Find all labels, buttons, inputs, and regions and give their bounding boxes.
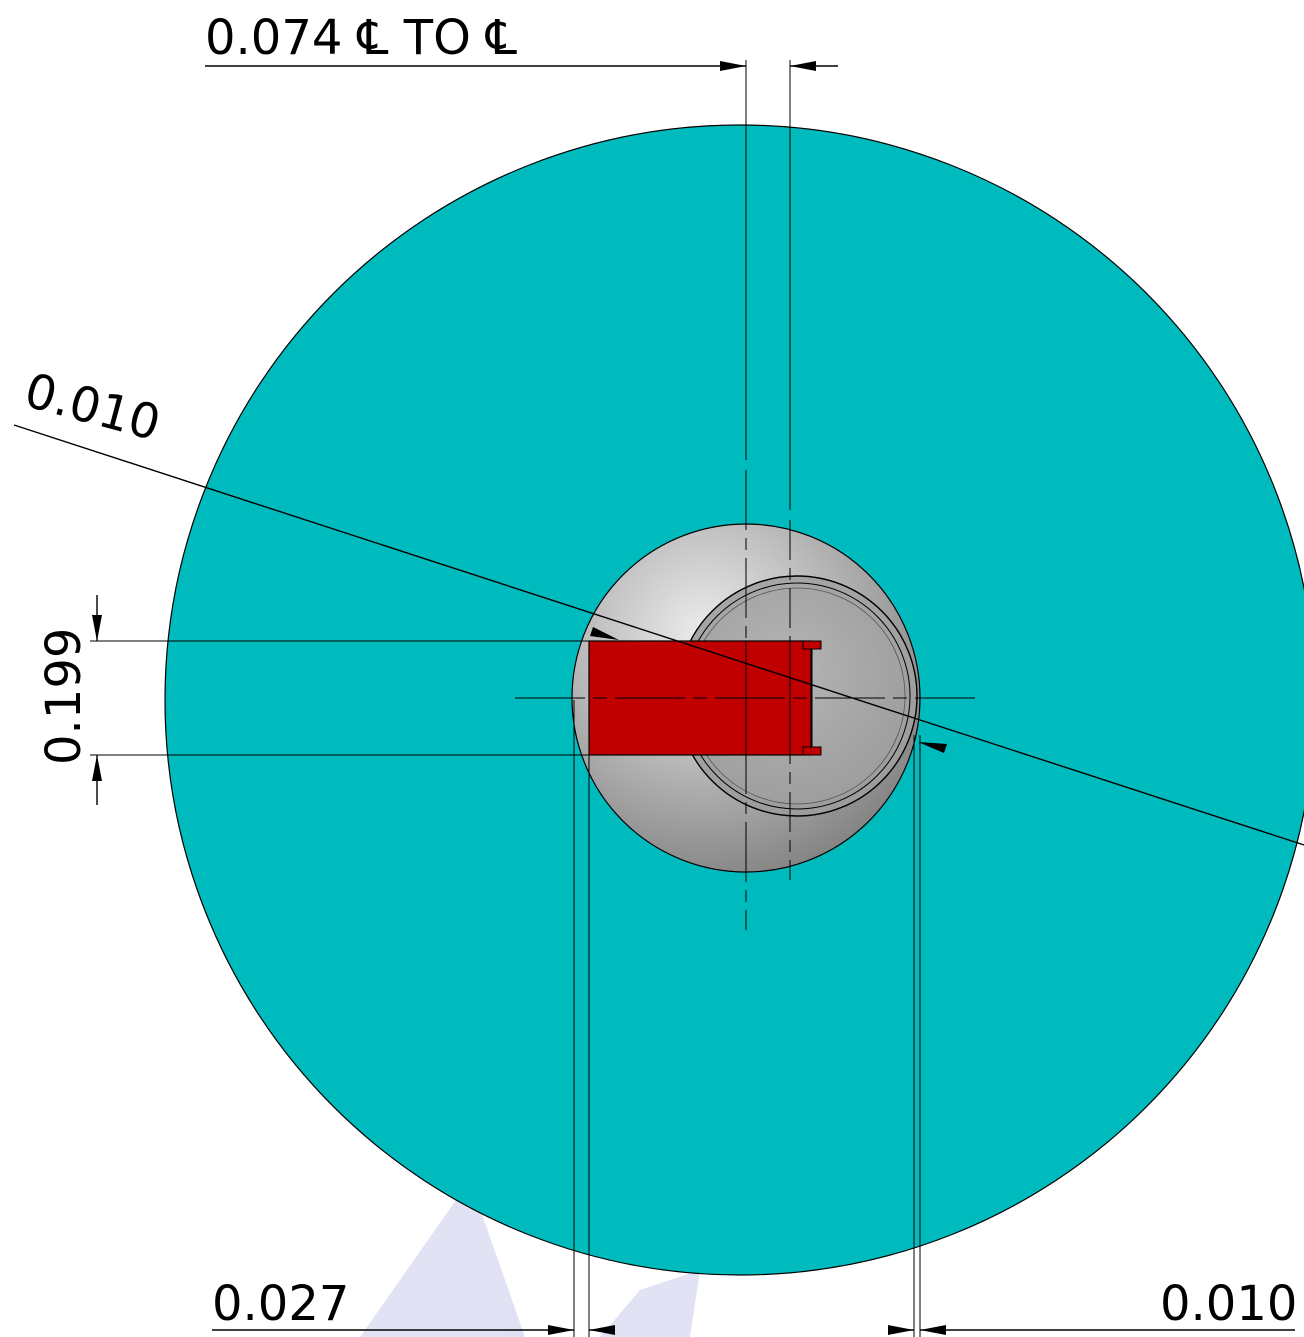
watermark [360,1180,700,1337]
dimension-top: 0.074 ℄ TO ℄ [205,10,838,71]
dimension-vertical-label: 0.199 [36,628,92,765]
center-lines [515,60,975,930]
dimension-bottom-right-label: 0.010 [1160,1276,1297,1332]
dimension-top-label: 0.074 ℄ TO ℄ [205,10,517,66]
dimension-bottom-left: 0.027 [212,700,615,1337]
dimension-bottom-right: 0.010 [888,735,1297,1337]
dimension-vertical: 0.199 [36,595,589,805]
dimension-bottom-left-label: 0.027 [212,1276,349,1332]
dimension-diagonal-label: 0.010 [19,362,166,452]
